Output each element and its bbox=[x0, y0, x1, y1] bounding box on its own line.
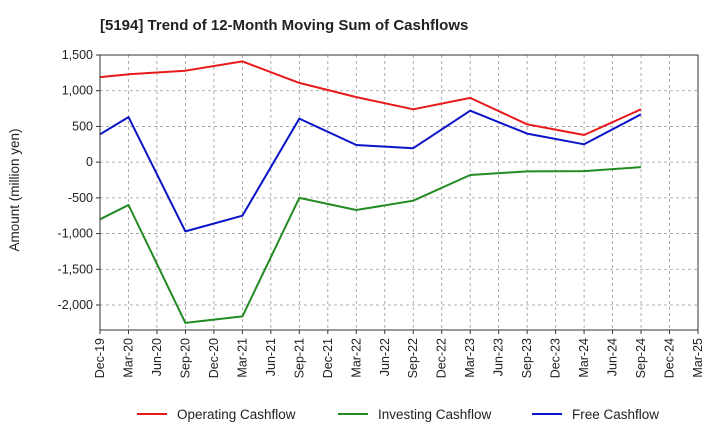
x-tick-label: Sep-23 bbox=[520, 338, 534, 378]
x-tick-label: Jun-20 bbox=[150, 338, 164, 376]
x-tick-label: Jun-24 bbox=[606, 338, 620, 376]
y-tick-label: 1,000 bbox=[62, 84, 93, 98]
x-tick-label: Mar-22 bbox=[349, 338, 363, 378]
x-tick-label: Sep-21 bbox=[292, 338, 306, 378]
x-tick-label: Dec-19 bbox=[93, 338, 107, 378]
x-tick-label: Jun-22 bbox=[378, 338, 392, 376]
x-tick-label: Mar-25 bbox=[691, 338, 705, 378]
series-line-investing-cashflow bbox=[99, 166, 642, 324]
x-tick-label: Jun-23 bbox=[492, 338, 506, 376]
series-lines bbox=[99, 60, 642, 324]
x-tick-label: Dec-24 bbox=[663, 338, 677, 378]
series-line-operating-cashflow bbox=[99, 60, 642, 136]
chart-title: [5194] Trend of 12-Month Moving Sum of C… bbox=[100, 17, 468, 34]
x-tick-label: Dec-20 bbox=[207, 338, 221, 378]
x-axis-ticks: Dec-19 Mar-20 Jun-20 Sep-20 Dec-20 Mar-21 Jun-… bbox=[93, 330, 705, 378]
legend-entry: Investing Cashflow bbox=[378, 407, 492, 422]
x-tick-label: Sep-24 bbox=[634, 338, 648, 378]
legend: Operating Cashflow Investing Cashflow Free… bbox=[137, 407, 659, 422]
y-tick-label: -1,000 bbox=[58, 227, 93, 241]
y-tick-label: 1,500 bbox=[62, 48, 93, 62]
series-line-free-cashflow bbox=[99, 109, 642, 233]
y-tick-label: 500 bbox=[72, 119, 93, 133]
legend-entry: Free Cashflow bbox=[572, 407, 659, 422]
x-tick-label: Sep-22 bbox=[406, 338, 420, 378]
y-axis-ticks: 1,500 1,000 500 0 -500 -1,000 -1,500 -2,000 bbox=[58, 48, 100, 312]
y-tick-label: 0 bbox=[86, 155, 93, 169]
x-tick-label: Dec-21 bbox=[321, 338, 335, 378]
x-tick-label: Mar-21 bbox=[235, 338, 249, 378]
plot-frame bbox=[99, 54, 699, 331]
y-tick-label: -500 bbox=[68, 191, 93, 205]
x-tick-label: Mar-24 bbox=[577, 338, 591, 378]
x-tick-label: Sep-20 bbox=[178, 338, 192, 378]
y-axis-label: Amount (million yen) bbox=[7, 128, 22, 251]
y-tick-label: -2,000 bbox=[58, 298, 93, 312]
x-tick-label: Mar-20 bbox=[121, 338, 135, 378]
x-tick-label: Jun-21 bbox=[264, 338, 278, 376]
y-tick-label: -1,500 bbox=[58, 262, 93, 276]
x-tick-label: Mar-23 bbox=[463, 338, 477, 378]
x-tick-label: Dec-23 bbox=[549, 338, 563, 378]
grid bbox=[100, 54, 698, 330]
x-tick-label: Dec-22 bbox=[435, 338, 449, 378]
legend-entry: Operating Cashflow bbox=[177, 407, 296, 422]
